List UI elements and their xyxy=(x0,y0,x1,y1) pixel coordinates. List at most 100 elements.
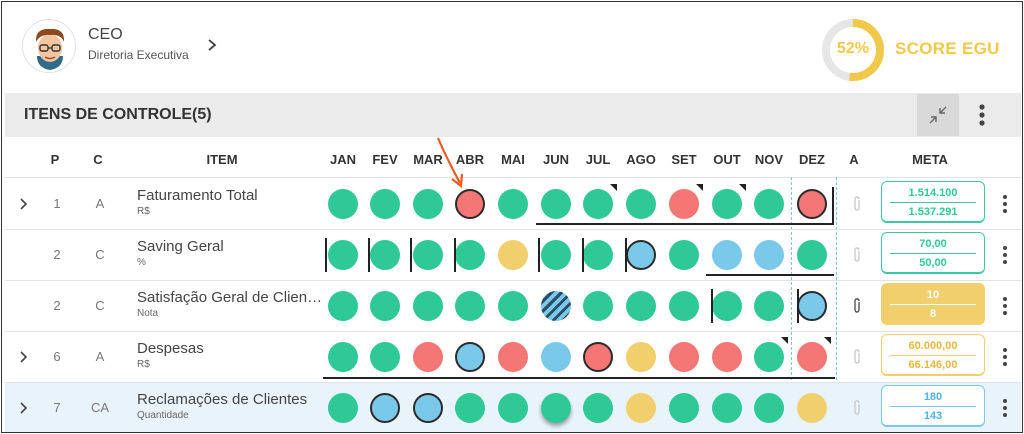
month-status-green[interactable] xyxy=(413,291,443,321)
month-status-yellow[interactable] xyxy=(498,240,528,270)
meta-target[interactable]: 60.000,00 66.146,00 xyxy=(881,334,985,376)
month-status-yellow[interactable] xyxy=(626,393,656,423)
month-status-green[interactable] xyxy=(754,189,784,219)
month-status-green[interactable] xyxy=(712,189,742,219)
month-status-yellow[interactable] xyxy=(797,393,827,423)
attachment-icon[interactable] xyxy=(851,349,863,365)
month-status-green[interactable] xyxy=(669,393,699,423)
meta-target[interactable]: 70,00 50,00 xyxy=(881,232,985,274)
expand-row-chevron-icon[interactable] xyxy=(18,351,30,363)
month-status-green[interactable] xyxy=(712,291,742,321)
month-status-green[interactable] xyxy=(626,291,656,321)
month-status-red[interactable] xyxy=(455,189,485,219)
expand-row-chevron-icon[interactable] xyxy=(18,402,30,414)
month-status-green[interactable] xyxy=(583,189,613,219)
month-status-hatch[interactable] xyxy=(541,291,571,321)
month-status-green[interactable] xyxy=(455,291,485,321)
meta-target[interactable]: 10 8 xyxy=(881,283,985,325)
month-status-green[interactable] xyxy=(754,393,784,423)
month-status-green[interactable] xyxy=(712,393,742,423)
month-status-red[interactable] xyxy=(583,342,613,372)
month-status-blue[interactable] xyxy=(712,240,742,270)
row-more-vertical-icon[interactable] xyxy=(997,296,1013,316)
row-more-vertical-icon[interactable] xyxy=(997,245,1013,265)
month-status-blue[interactable] xyxy=(413,393,443,423)
avatar[interactable] xyxy=(22,19,76,73)
month-status-green[interactable] xyxy=(455,240,485,270)
month-status-green[interactable] xyxy=(328,189,358,219)
month-status-red[interactable] xyxy=(712,342,742,372)
month-status-blue[interactable] xyxy=(754,240,784,270)
item-name[interactable]: Saving Geral xyxy=(137,238,224,255)
period-bar xyxy=(325,238,327,272)
row-more-vertical-icon[interactable] xyxy=(997,398,1013,418)
month-status-red[interactable] xyxy=(498,342,528,372)
month-status-green[interactable] xyxy=(541,393,571,423)
month-status-green[interactable] xyxy=(370,291,400,321)
attachment-icon[interactable] xyxy=(851,298,863,314)
table-row[interactable]: 6 A Despesas R$ 60.000,00 66.146,00 xyxy=(5,332,1021,382)
period-underline xyxy=(706,274,834,276)
row-more-vertical-icon[interactable] xyxy=(997,347,1013,367)
month-status-green[interactable] xyxy=(498,291,528,321)
meta-target[interactable]: 180 143 xyxy=(881,385,985,427)
meta-value-actual: 8 xyxy=(929,308,937,320)
month-status-green[interactable] xyxy=(370,189,400,219)
month-status-red[interactable] xyxy=(669,189,699,219)
period-bar xyxy=(625,238,627,272)
month-status-green[interactable] xyxy=(328,240,358,270)
month-status-green[interactable] xyxy=(328,342,358,372)
month-status-green[interactable] xyxy=(669,291,699,321)
month-status-green[interactable] xyxy=(583,291,613,321)
month-status-green[interactable] xyxy=(754,342,784,372)
month-status-green[interactable] xyxy=(455,393,485,423)
month-status-blue[interactable] xyxy=(626,240,656,270)
month-status-red[interactable] xyxy=(669,342,699,372)
month-status-green[interactable] xyxy=(669,240,699,270)
month-status-green[interactable] xyxy=(797,240,827,270)
month-status-green[interactable] xyxy=(413,240,443,270)
collapse-button[interactable] xyxy=(917,94,959,136)
month-status-green[interactable] xyxy=(370,240,400,270)
month-status-green[interactable] xyxy=(328,291,358,321)
month-status-green[interactable] xyxy=(583,240,613,270)
month-status-blue[interactable] xyxy=(455,342,485,372)
item-name[interactable]: Reclamações de Clientes xyxy=(137,391,308,408)
page-title: CEO xyxy=(88,26,123,43)
item-name[interactable]: Satisfação Geral de Clientes xyxy=(137,289,323,306)
period-bar xyxy=(538,238,540,272)
item-name[interactable]: Despesas xyxy=(137,340,204,357)
month-status-green[interactable] xyxy=(626,189,656,219)
table-row[interactable]: 1 A Faturamento Total R$ 1.514.100 1.537.291 xyxy=(5,179,1021,229)
period-underline xyxy=(536,223,834,225)
chevron-right-icon[interactable] xyxy=(205,38,219,52)
attachment-icon[interactable] xyxy=(851,247,863,263)
month-status-red[interactable] xyxy=(797,342,827,372)
month-status-green[interactable] xyxy=(498,189,528,219)
month-status-green[interactable] xyxy=(328,393,358,423)
more-options-button[interactable] xyxy=(967,94,997,136)
month-status-green[interactable] xyxy=(541,189,571,219)
table-row[interactable]: 2 C Saving Geral% 70,00 50,00 xyxy=(5,230,1021,280)
month-status-green[interactable] xyxy=(413,189,443,219)
month-status-green[interactable] xyxy=(370,342,400,372)
month-status-blue[interactable] xyxy=(797,291,827,321)
attachment-icon[interactable] xyxy=(851,196,863,212)
month-status-red[interactable] xyxy=(797,189,827,219)
attachment-icon[interactable] xyxy=(851,400,863,416)
month-status-yellow[interactable] xyxy=(626,342,656,372)
month-status-red[interactable] xyxy=(413,342,443,372)
expand-row-chevron-icon[interactable] xyxy=(18,198,30,210)
month-status-green[interactable] xyxy=(498,393,528,423)
month-status-green[interactable] xyxy=(541,240,571,270)
month-status-green[interactable] xyxy=(583,393,613,423)
meta-target[interactable]: 1.514.100 1.537.291 xyxy=(881,181,985,223)
table-row[interactable]: 2 C Satisfação Geral de Clientes Nota 10 8 xyxy=(5,281,1021,331)
collapse-icon xyxy=(929,106,947,124)
month-status-blue[interactable] xyxy=(370,393,400,423)
month-status-green[interactable] xyxy=(754,291,784,321)
row-more-vertical-icon[interactable] xyxy=(997,194,1013,214)
table-row[interactable]: 7 CA Reclamações de Clientes Quantidade 180 1… xyxy=(5,383,1021,432)
month-status-blue[interactable] xyxy=(541,342,571,372)
item-name[interactable]: Faturamento Total xyxy=(137,187,258,204)
